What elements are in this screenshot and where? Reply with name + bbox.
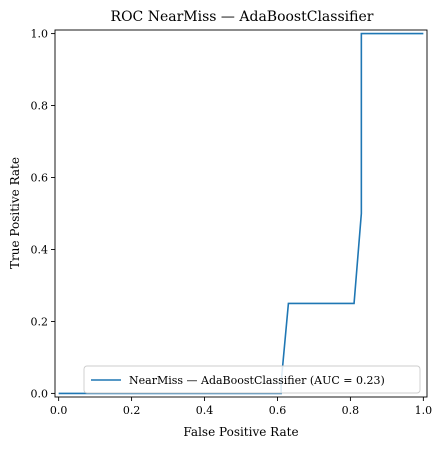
legend-label: NearMiss — AdaBoostClassifier (AUC = 0.2…: [129, 374, 385, 387]
legend-box: [83, 365, 421, 394]
y-tick-label: 0.8: [31, 100, 49, 113]
x-axis-ticks: 0.0 0.2 0.4 0.6 0.8 1.0: [50, 397, 432, 417]
y-axis-label: True Positive Rate: [8, 157, 22, 269]
y-tick-label: 0.6: [31, 172, 49, 185]
x-tick-label: 0.0: [50, 404, 68, 417]
y-axis-ticks: 0.0 0.2 0.4 0.6 0.8 1.0: [31, 28, 55, 400]
y-tick-label: 1.0: [31, 28, 49, 41]
x-tick-label: 1.0: [415, 404, 433, 417]
x-axis-label: False Positive Rate: [183, 425, 298, 439]
legend: NearMiss — AdaBoostClassifier (AUC = 0.2…: [83, 365, 421, 394]
y-tick-label: 0.2: [31, 315, 49, 328]
y-tick-label: 0.0: [31, 387, 49, 400]
series-layer: [58, 32, 424, 395]
chart-title: ROC NearMiss — AdaBoostClassifier: [111, 9, 374, 25]
x-tick-label: 0.6: [269, 404, 287, 417]
x-tick-label: 0.2: [123, 404, 141, 417]
y-tick-label: 0.4: [31, 243, 49, 256]
x-tick-label: 0.4: [196, 404, 214, 417]
roc-curve-line: [58, 32, 424, 395]
plot-area: [54, 29, 428, 398]
x-tick-label: 0.8: [342, 404, 360, 417]
